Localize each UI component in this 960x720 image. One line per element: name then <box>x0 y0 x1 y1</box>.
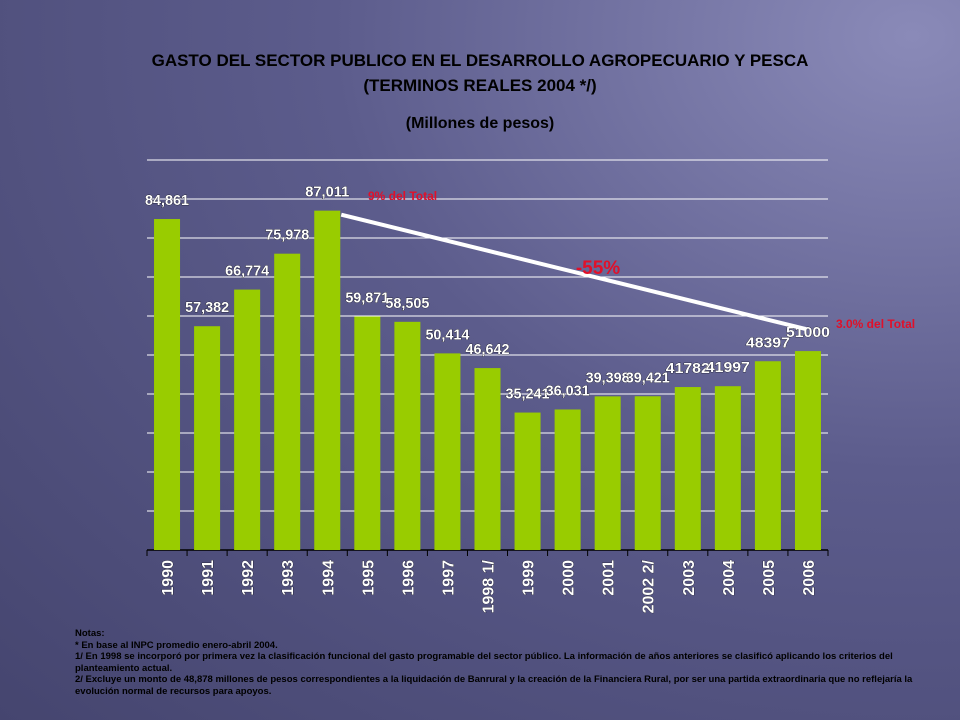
bar <box>594 396 621 550</box>
x-tick-label: 2001 <box>601 560 618 596</box>
data-label: 39,421 <box>626 369 670 386</box>
bar <box>754 361 781 550</box>
note-line-2: 1/ En 1998 se incorporó por primera vez … <box>75 651 893 674</box>
bar <box>514 412 541 550</box>
data-label: 84,861 <box>145 192 189 209</box>
x-tick-label: 1995 <box>360 560 377 596</box>
bar <box>154 219 181 550</box>
bar <box>634 396 661 550</box>
bar <box>274 253 301 551</box>
bar <box>794 351 821 550</box>
data-label: 46,642 <box>466 341 510 358</box>
x-tick-label: 1998 1/ <box>481 559 498 613</box>
bar <box>554 409 581 550</box>
bar <box>474 368 501 550</box>
note-line-1: * En base al INPC promedio enero-abril 2… <box>75 639 278 651</box>
bar <box>434 353 461 550</box>
x-tick-label: 2003 <box>681 560 698 596</box>
notes-heading: Notas: <box>75 628 105 639</box>
x-tick-label: 1990 <box>160 560 177 596</box>
bar <box>714 386 741 550</box>
annotation-change: -55% <box>576 258 620 279</box>
note-line-3: 2/ Excluye un monto de 48,878 millones d… <box>75 674 913 697</box>
bar <box>354 316 381 550</box>
data-label: 75,978 <box>265 227 309 244</box>
x-tick-label: 2004 <box>721 560 738 596</box>
x-tick-label: 1992 <box>240 560 257 596</box>
annotation-2006-share: 3.0% del Total <box>836 317 915 331</box>
data-label: 58,505 <box>385 295 429 312</box>
data-label: 41782 <box>666 360 710 377</box>
trend-line <box>340 212 807 332</box>
x-tick-label: 1991 <box>200 560 217 596</box>
data-label: 48397 <box>746 334 790 351</box>
data-label: 50,414 <box>425 326 470 343</box>
x-tick-label: 1996 <box>400 560 417 596</box>
bar <box>674 387 701 550</box>
x-tick-label: 1994 <box>320 560 337 596</box>
bar <box>194 326 221 550</box>
data-label: 41997 <box>706 359 750 376</box>
data-label: 35,241 <box>506 386 550 403</box>
data-label: 59,871 <box>345 290 389 307</box>
data-label: 36,031 <box>546 382 590 399</box>
chart-title-line2: (TERMINOS REALES 2004 */) <box>363 76 597 95</box>
x-tick-label: 2000 <box>561 560 578 596</box>
x-tick-label: 2002 2/ <box>641 559 658 613</box>
bar <box>314 210 341 550</box>
data-label: 39,398 <box>586 369 630 386</box>
chart-title-line1: GASTO DEL SECTOR PUBLICO EN EL DESARROLL… <box>151 51 809 70</box>
data-label: 87,011 <box>305 184 349 201</box>
x-tick-label: 1993 <box>280 560 297 596</box>
x-tick-label: 2005 <box>761 560 778 596</box>
data-label: 57,382 <box>185 299 229 316</box>
x-tick-label: 1999 <box>521 560 538 596</box>
bar <box>394 321 421 550</box>
data-label: 66,774 <box>225 263 270 280</box>
annotation-1994-share: 9% del Total <box>368 189 437 203</box>
bar <box>234 289 261 550</box>
notes-block: Notas: * En base al INPC promedio enero-… <box>75 628 935 697</box>
chart-subtitle: (Millones de pesos) <box>405 115 555 132</box>
x-tick-label: 1997 <box>440 560 457 596</box>
x-tick-label: 2006 <box>801 560 818 596</box>
